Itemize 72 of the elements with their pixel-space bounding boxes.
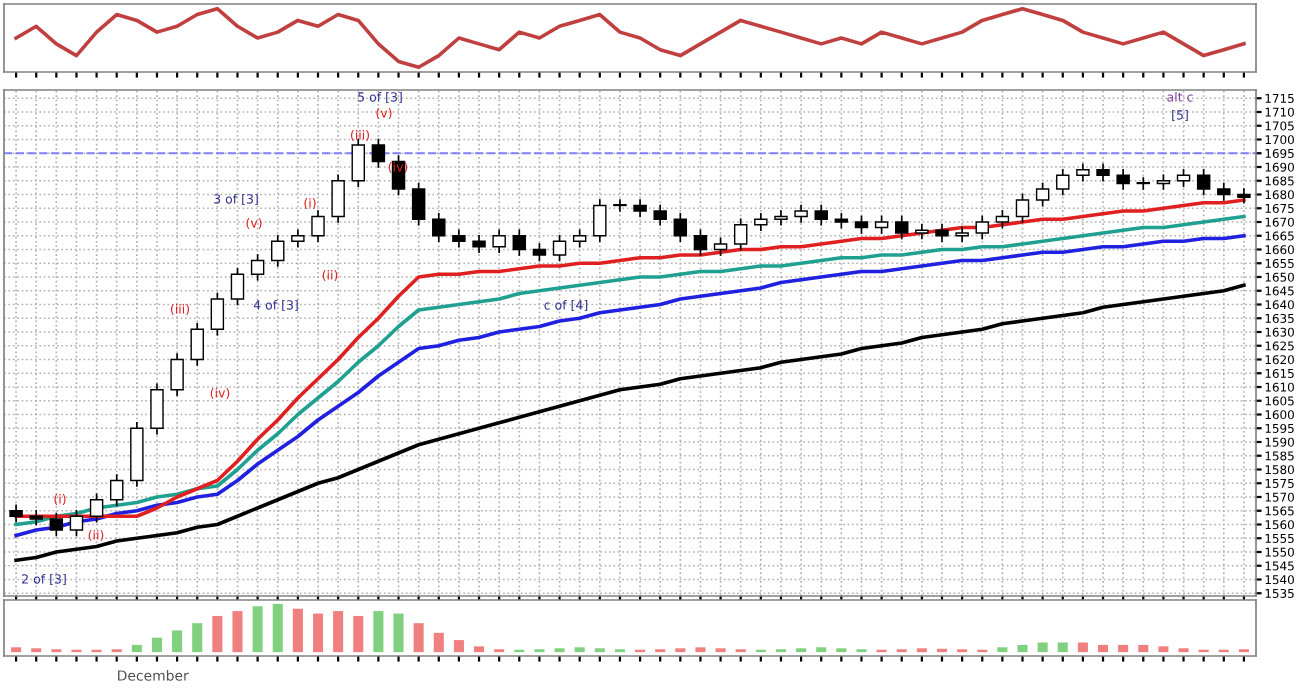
candlestick — [109, 474, 124, 507]
bar — [151, 637, 163, 653]
candlestick — [955, 226, 969, 243]
candlestick — [1136, 177, 1151, 190]
candlestick — [331, 174, 345, 223]
bar — [172, 630, 183, 653]
candlestick — [29, 509, 43, 526]
bar — [474, 646, 485, 653]
candlestick — [1015, 193, 1030, 223]
bar — [232, 611, 243, 653]
candlestick — [1116, 168, 1130, 190]
bar — [695, 647, 706, 653]
bar — [1037, 642, 1048, 653]
candlestick — [613, 199, 627, 212]
candlestick — [170, 353, 184, 397]
candlestick — [814, 204, 828, 226]
candlestick — [492, 229, 506, 254]
candlestick — [371, 138, 386, 168]
bar — [1097, 644, 1109, 653]
candlestick — [673, 212, 688, 243]
bar — [997, 647, 1008, 653]
bar — [373, 611, 384, 653]
candlestick — [1035, 182, 1050, 207]
line-series — [14, 283, 1246, 563]
candlestick — [653, 204, 667, 226]
candlestick — [975, 215, 989, 240]
candlestick — [89, 493, 104, 523]
candlestick — [271, 234, 285, 267]
bar — [272, 603, 283, 653]
bar — [816, 647, 827, 653]
bar — [212, 615, 223, 653]
bar — [1057, 642, 1068, 653]
candlestick — [733, 218, 748, 251]
bar — [413, 623, 424, 653]
candlestick — [250, 254, 265, 281]
candlestick — [69, 509, 84, 537]
candlestick — [411, 182, 426, 226]
candlestick — [1196, 168, 1211, 196]
candlestick — [49, 512, 64, 537]
candlestick — [1237, 188, 1251, 204]
bar — [1138, 644, 1149, 653]
bar — [131, 644, 142, 653]
bar — [11, 647, 22, 653]
candlestick — [915, 223, 929, 240]
candlestick — [593, 199, 607, 243]
bar — [433, 632, 444, 653]
bar — [1118, 644, 1129, 653]
bar — [1077, 642, 1088, 653]
candlestick — [230, 267, 245, 306]
bar — [333, 611, 344, 653]
candlestick — [351, 138, 365, 188]
bar — [453, 640, 464, 653]
candlestick — [190, 322, 204, 366]
candlestick — [693, 229, 708, 256]
candlestick — [895, 215, 909, 240]
bar — [252, 606, 263, 653]
bar — [1017, 644, 1028, 653]
bar — [393, 613, 404, 653]
candlestick — [432, 212, 446, 243]
bar — [353, 615, 364, 653]
candlestick — [1056, 168, 1070, 196]
bar — [292, 608, 303, 653]
bar — [192, 623, 203, 653]
candlestick — [210, 292, 225, 336]
candlestick — [150, 383, 164, 435]
bar — [574, 647, 585, 653]
candlestick — [311, 210, 325, 243]
candlestick — [552, 234, 567, 262]
bar — [312, 613, 324, 653]
candlestick — [512, 229, 527, 256]
candlestick — [774, 210, 788, 226]
bar — [1158, 646, 1169, 653]
